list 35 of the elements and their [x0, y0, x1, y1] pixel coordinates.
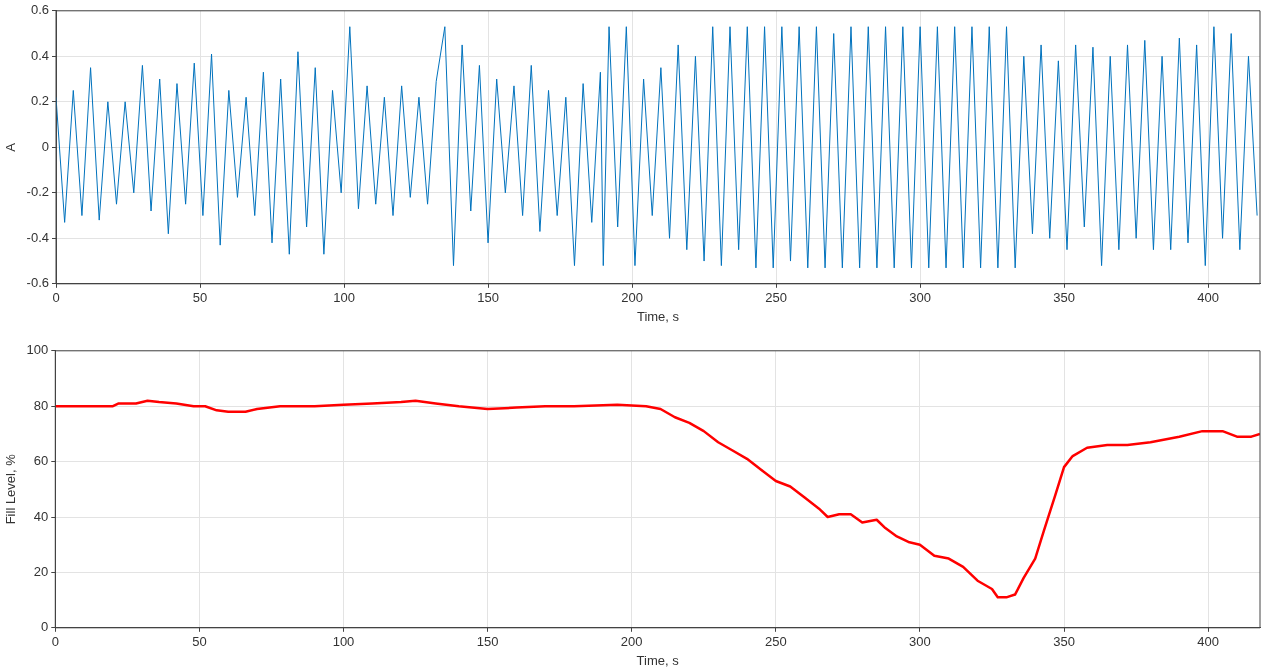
x-tick-label: 150: [477, 290, 499, 306]
x-tick-label: 200: [620, 634, 643, 650]
y-axis-title: Fill Level, %: [3, 453, 19, 525]
x-tick-label: 350: [1053, 290, 1075, 306]
x-tick-label: 300: [909, 634, 931, 650]
y-tick-label: 40: [33, 508, 49, 524]
y-tick-label: 0.6: [30, 2, 49, 18]
y-tick-label: -0.2: [26, 184, 49, 200]
x-tick-label: 200: [621, 290, 643, 306]
y-tick-label: -0.6: [26, 275, 49, 291]
x-tick-label: 50: [192, 290, 208, 306]
y-tick-label: -0.4: [26, 229, 49, 245]
x-tick-label: 0: [52, 290, 60, 306]
y-tick-label: 20: [33, 563, 49, 579]
y-tick-label: 0.4: [30, 47, 49, 63]
x-tick-label: 0: [51, 634, 59, 650]
x-axis-title: Time, s: [636, 652, 680, 668]
y-tick-label: 100: [26, 342, 49, 358]
x-tick-label: 400: [1197, 634, 1219, 650]
y-tick-label: 60: [33, 453, 49, 469]
y-tick-label: 80: [33, 397, 49, 413]
y-axis-title: A: [3, 142, 19, 152]
x-axis-title: Time, s: [636, 308, 680, 324]
x-tick-label: 250: [764, 634, 787, 650]
x-tick-label: 250: [765, 290, 787, 306]
x-tick-label: 350: [1053, 634, 1075, 650]
y-tick-label: 0.2: [30, 93, 49, 109]
x-tick-label: 300: [909, 290, 931, 306]
x-tick-label: 100: [333, 290, 355, 306]
y-tick-label: 0: [41, 138, 49, 154]
x-tick-label: 400: [1197, 290, 1219, 306]
y-tick-label: 0: [41, 619, 49, 635]
x-tick-label: 100: [332, 634, 355, 650]
x-tick-label: 50: [192, 634, 207, 650]
x-tick-label: 150: [476, 634, 499, 650]
